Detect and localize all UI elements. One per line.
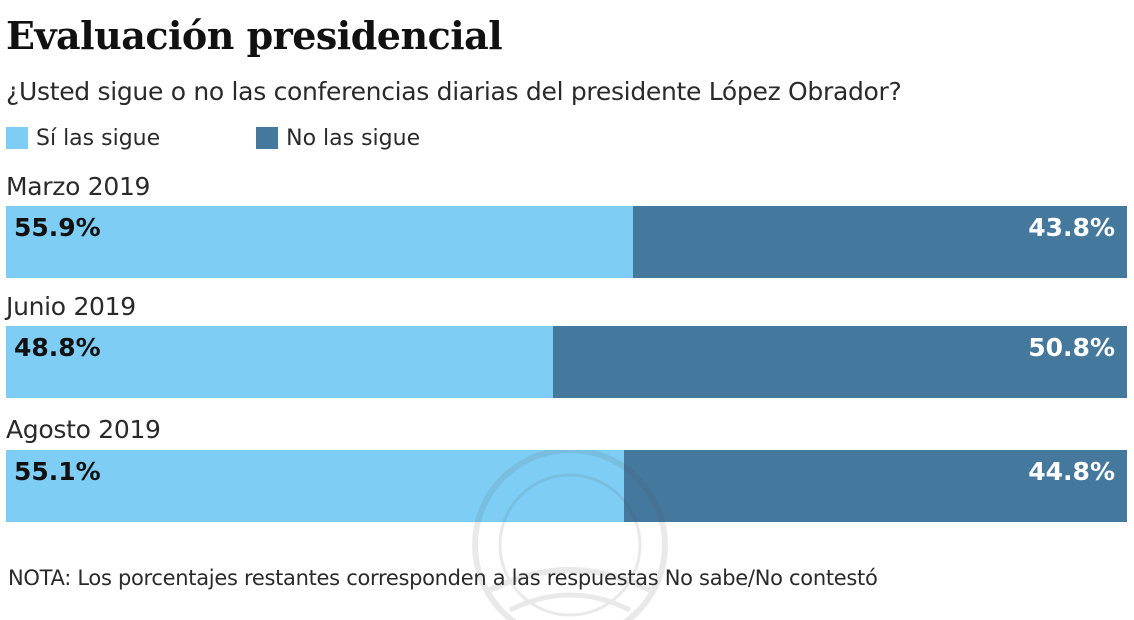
bar-segment-yes — [6, 450, 624, 522]
legend: Sí las sigue No las sigue — [6, 122, 516, 154]
chart-title: Evaluación presidencial — [6, 13, 503, 58]
legend-swatch-yes — [6, 127, 28, 149]
legend-label-yes: Sí las sigue — [36, 125, 161, 151]
data-label-no: 44.8% — [1028, 457, 1115, 486]
bar-segment-no — [624, 450, 1127, 522]
data-label-no: 50.8% — [1028, 333, 1115, 362]
stacked-bar: 55.9% 43.8% — [6, 206, 1127, 278]
stacked-bar: 48.8% 50.8% — [6, 326, 1127, 398]
category-label: Agosto 2019 — [6, 415, 161, 444]
bar-segment-no — [553, 326, 1127, 398]
data-label-no: 43.8% — [1028, 213, 1115, 242]
chart-subtitle: ¿Usted sigue o no las conferencias diari… — [6, 77, 902, 106]
bar-segment-yes — [6, 206, 633, 278]
legend-item-no: No las sigue — [256, 126, 420, 151]
bar-segment-yes — [6, 326, 553, 398]
legend-swatch-no — [256, 127, 279, 149]
chart-note: NOTA: Los porcentajes restantes correspo… — [8, 566, 878, 590]
legend-item-yes: Sí las sigue — [6, 126, 160, 151]
bar-segment-no — [633, 206, 1127, 278]
stacked-bar: 55.1% 44.8% — [6, 450, 1127, 522]
category-label: Junio 2019 — [6, 292, 136, 321]
data-label-yes: 55.1% — [14, 457, 101, 486]
legend-label-no: No las sigue — [286, 125, 421, 151]
data-label-yes: 55.9% — [14, 213, 101, 242]
category-label: Marzo 2019 — [6, 172, 151, 201]
data-label-yes: 48.8% — [14, 333, 101, 362]
